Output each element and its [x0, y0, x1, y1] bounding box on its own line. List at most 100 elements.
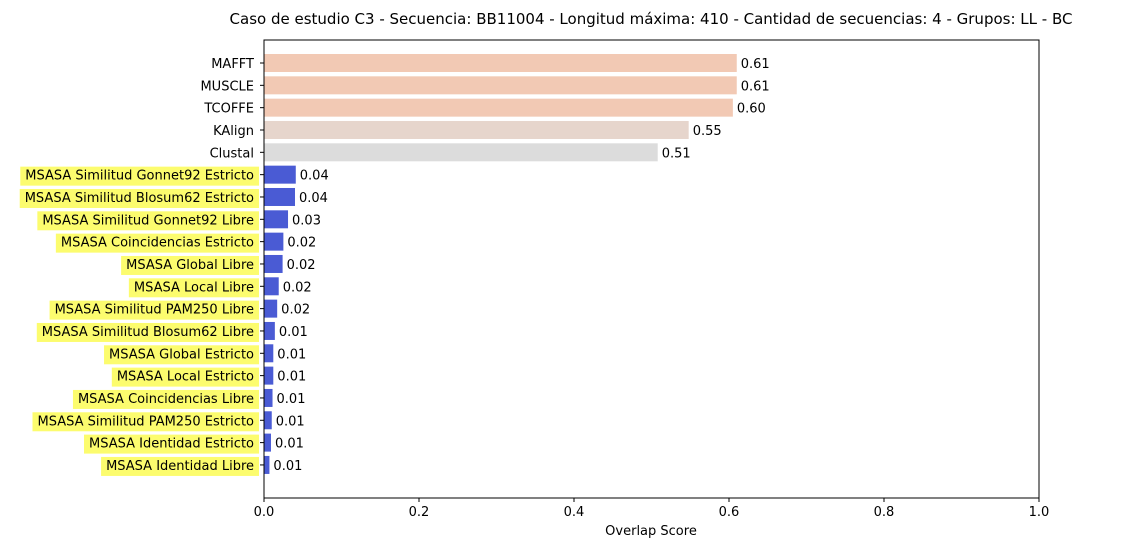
bar — [264, 299, 278, 318]
bar-value-label: 0.61 — [741, 79, 770, 94]
y-tick-label: TCOFFE — [203, 102, 254, 117]
bar-value-label: 0.51 — [662, 146, 691, 161]
label-highlight — [128, 278, 259, 298]
label-highlight — [36, 322, 260, 342]
bar — [264, 254, 283, 273]
bar-group: MUSCLE 0.61 — [200, 76, 770, 95]
y-tick-label: MSASA Identidad Libre — [106, 459, 254, 474]
x-tick-label: 0.6 — [719, 505, 740, 520]
bar-value-label: 0.02 — [287, 258, 316, 273]
label-highlight — [32, 412, 260, 432]
bar-value-label: 0.04 — [300, 169, 329, 184]
bar-group: MAFFT 0.61 — [211, 54, 770, 72]
bar — [264, 366, 274, 385]
bar — [264, 54, 737, 72]
y-tick-label: KAlign — [213, 124, 254, 139]
label-highlight — [111, 367, 260, 387]
bar-group: KAlign 0.55 — [213, 120, 722, 139]
label-highlight — [49, 300, 259, 320]
y-tick-label: MSASA Similitud Gonnet92 Estricto — [25, 169, 254, 184]
bar-value-label: 0.04 — [299, 191, 328, 206]
bar-group: MSASA Local Libre 0.02 — [128, 277, 312, 298]
y-tick-label: MSASA Similitud Blosum62 Libre — [42, 325, 254, 340]
bar — [264, 76, 737, 95]
y-tick-label: MSASA Global Libre — [126, 258, 254, 273]
bar-group: MSASA Similitud Gonnet92 Estricto 0.04 — [20, 165, 329, 186]
y-tick-label: MSASA Similitud Gonnet92 Libre — [42, 213, 254, 228]
bar — [264, 388, 273, 407]
x-tick-label: 0.0 — [254, 505, 275, 520]
bar-group: MSASA Identidad Libre 0.01 — [101, 455, 302, 476]
y-tick-label: MSASA Coincidencias Libre — [78, 392, 254, 407]
x-tick-label: 0.2 — [409, 505, 430, 520]
y-tick-label: MSASA Similitud PAM250 Libre — [55, 303, 254, 318]
bar-value-label: 0.03 — [292, 213, 321, 228]
bar-value-label: 0.60 — [737, 102, 766, 117]
bar-group: MSASA Identidad Estricto 0.01 — [84, 433, 304, 454]
y-tick-label: MSASA Global Estricto — [109, 347, 254, 362]
bar-value-label: 0.01 — [279, 325, 308, 340]
bar — [264, 187, 295, 206]
bar-group: MSASA Local Estricto 0.01 — [111, 366, 306, 387]
bar — [264, 232, 284, 251]
bar — [264, 277, 279, 296]
y-tick-label: MSASA Similitud Blosum62 Estricto — [25, 191, 254, 206]
bar-group: MSASA Global Libre 0.02 — [121, 254, 316, 275]
bar-value-label: 0.01 — [276, 414, 305, 429]
bar — [264, 344, 274, 363]
plot-frame — [263, 39, 1040, 499]
label-highlight — [20, 166, 260, 186]
bar-group: MSASA Coincidencias Estricto 0.02 — [55, 232, 316, 253]
y-tick-label: MSASA Identidad Estricto — [89, 437, 254, 452]
x-axis-label: Overlap Score — [605, 524, 697, 539]
y-tick-label: MSASA Local Estricto — [117, 370, 254, 385]
x-tick-label: 0.8 — [874, 505, 895, 520]
bar — [264, 120, 689, 139]
bar-group: MSASA Similitud Blosum62 Libre 0.01 — [36, 321, 308, 342]
bar-group: MSASA Similitud PAM250 Libre 0.02 — [49, 299, 310, 320]
label-highlight — [37, 211, 259, 231]
bar-group: MSASA Similitud Blosum62 Estricto 0.04 — [19, 187, 328, 208]
bar — [264, 455, 270, 474]
bar — [264, 210, 289, 229]
bar-value-label: 0.01 — [275, 437, 304, 452]
bar-value-label: 0.01 — [277, 347, 306, 362]
label-highlight — [121, 255, 259, 275]
bar-value-label: 0.01 — [273, 459, 302, 474]
y-tick-label: MAFFT — [211, 57, 254, 72]
label-highlight — [72, 389, 260, 409]
bar-value-label: 0.55 — [693, 124, 722, 139]
x-tick-label: 0.4 — [564, 505, 585, 520]
bar-value-label: 0.02 — [281, 303, 310, 318]
bar-value-label: 0.01 — [277, 370, 306, 385]
y-tick-label: MSASA Local Libre — [134, 280, 254, 295]
bar — [264, 321, 275, 340]
bar-group: MSASA Coincidencias Libre 0.01 — [72, 388, 306, 409]
bar — [264, 433, 271, 452]
bar-group: MSASA Global Estricto 0.01 — [104, 344, 306, 365]
x-axis: 0.0 0.2 0.4 0.6 0.8 1.0 — [254, 498, 1050, 520]
label-highlight — [55, 233, 260, 253]
bar-value-label: 0.02 — [287, 236, 316, 251]
bar-value-label: 0.61 — [741, 57, 770, 72]
y-tick-label: MSASA Similitud PAM250 Estricto — [37, 414, 254, 429]
plot-area: MAFFT 0.61 MUSCLE 0.61 TCOFFE 0.60 KAlign 0.55 C… — [19, 54, 770, 476]
chart-title: Caso de estudio C3 - Secuencia: BB11004 … — [230, 10, 1073, 28]
bar — [264, 165, 296, 184]
y-tick-label: MSASA Coincidencias Estricto — [61, 236, 254, 251]
label-highlight — [84, 434, 260, 454]
label-highlight — [101, 456, 259, 476]
bar-group: MSASA Similitud Gonnet92 Libre 0.03 — [37, 210, 321, 231]
label-highlight — [19, 188, 260, 208]
bar-group: MSASA Similitud PAM250 Estricto 0.01 — [32, 411, 305, 432]
y-tick-label: Clustal — [210, 146, 254, 161]
bar-group: TCOFFE 0.60 — [203, 98, 766, 117]
bar — [264, 411, 272, 430]
bar-value-label: 0.02 — [283, 280, 312, 295]
bar — [264, 143, 658, 162]
label-highlight — [104, 345, 260, 365]
bar-value-label: 0.01 — [277, 392, 306, 407]
y-tick-label: MUSCLE — [200, 79, 254, 94]
x-tick-label: 1.0 — [1029, 505, 1050, 520]
